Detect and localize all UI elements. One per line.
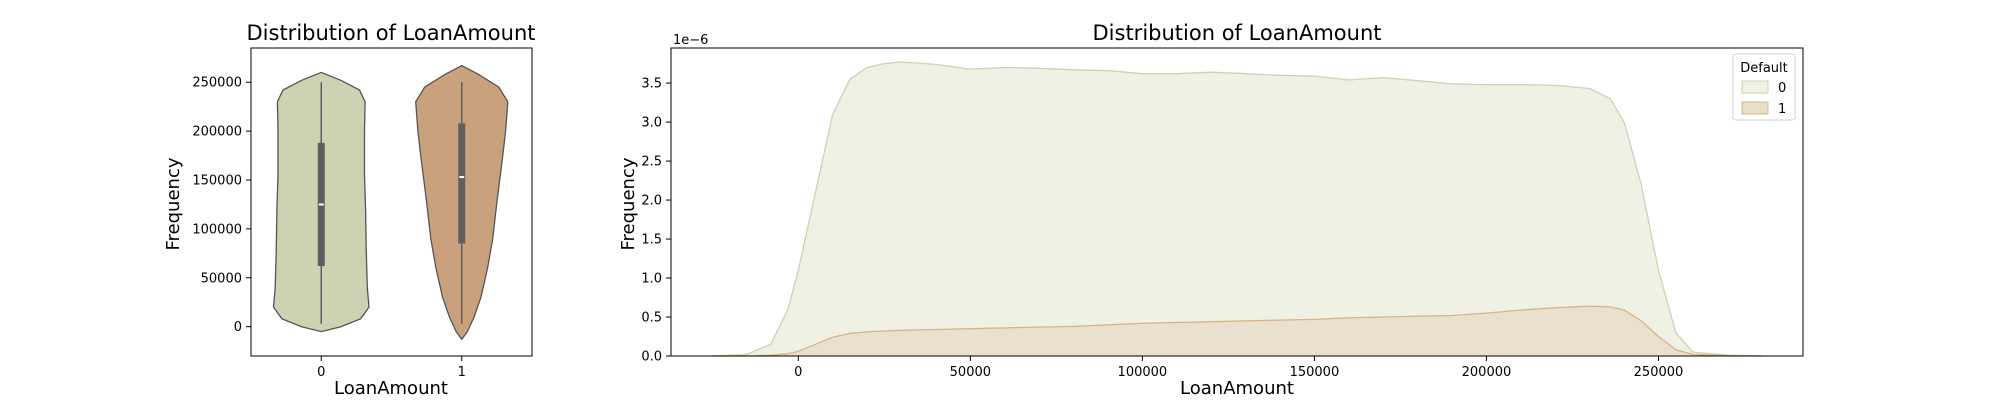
violin-y-tick-label: 100000: [192, 222, 242, 237]
kde-x-tick-label: 50000: [950, 365, 991, 380]
kde-y-tick-label: 0.0: [641, 350, 662, 365]
kde-y-tick-label: 1.0: [641, 272, 662, 287]
kde-chart-title: Distribution of LoanAmount: [1093, 21, 1382, 45]
violin-plot-frame: [250, 47, 533, 357]
kde-area-0: [712, 62, 1762, 356]
kde-chart: Distribution of LoanAmount 0.0 0.5 1.0 1.5 2…: [618, 21, 1804, 399]
legend-label-1: 1: [1778, 102, 1786, 117]
kde-x-axis-label: LoanAmount: [1180, 378, 1294, 399]
kde-y-tick-label: 2.5: [641, 155, 662, 170]
kde-y-tick-label: 3.0: [641, 116, 662, 131]
legend-label-0: 0: [1778, 81, 1786, 96]
kde-y-tick-label: 0.5: [641, 311, 662, 326]
kde-x-axis: 0 50000 100000 150000 200000 250000: [794, 356, 1683, 380]
kde-x-tick-label: 250000: [1634, 365, 1684, 380]
kde-line-1: [712, 305, 1762, 357]
kde-area-1: [712, 306, 1762, 356]
violin-x-tick-label: 0: [317, 365, 325, 380]
kde-legend: Default 0 1: [1732, 53, 1796, 121]
violin-iqr-box-1: [458, 123, 466, 244]
kde-line-0: [712, 61, 1762, 357]
violin-chart-title: Distribution of LoanAmount: [247, 21, 536, 45]
violin-y-tick-label: 250000: [192, 76, 242, 91]
violin-y-axis-label: Frequency: [163, 157, 184, 250]
legend-swatch-1: [1741, 101, 1769, 115]
kde-x-tick-label: 100000: [1118, 365, 1168, 380]
kde-y-tick-label: 3.5: [641, 77, 662, 92]
kde-y-axis-label: Frequency: [618, 157, 639, 250]
violin-x-tick-label: 1: [458, 365, 466, 380]
violin-x-axis-label: LoanAmount: [334, 378, 448, 399]
violin-y-tick-label: 0: [234, 320, 242, 335]
violin-y-tick-label: 150000: [192, 174, 242, 189]
violin-chart: Distribution of LoanAmount 0 50000 100000 1…: [163, 21, 536, 399]
kde-y-tick-label: 2.0: [641, 194, 662, 209]
violin-y-tick-label: 200000: [192, 125, 242, 140]
kde-plot-area: [712, 61, 1762, 357]
legend-swatch-0: [1741, 80, 1769, 94]
kde-y-tick-label: 1.5: [641, 233, 662, 248]
kde-y-axis: 0.0 0.5 1.0 1.5 2.0 2.5 3.0 3.5: [641, 77, 671, 365]
violin-y-tick-label: 50000: [201, 271, 242, 286]
kde-x-tick-label: 0: [794, 365, 802, 380]
legend-title: Default: [1740, 61, 1788, 76]
kde-x-tick-label: 200000: [1462, 365, 1512, 380]
kde-x-tick-label: 150000: [1290, 365, 1340, 380]
kde-y-scale-label: 1e−6: [673, 33, 708, 48]
violin-y-axis: 0 50000 100000 150000 200000 250000: [192, 76, 251, 335]
kde-plot-frame: [670, 47, 1804, 357]
violin-plot-area: [272, 64, 509, 341]
